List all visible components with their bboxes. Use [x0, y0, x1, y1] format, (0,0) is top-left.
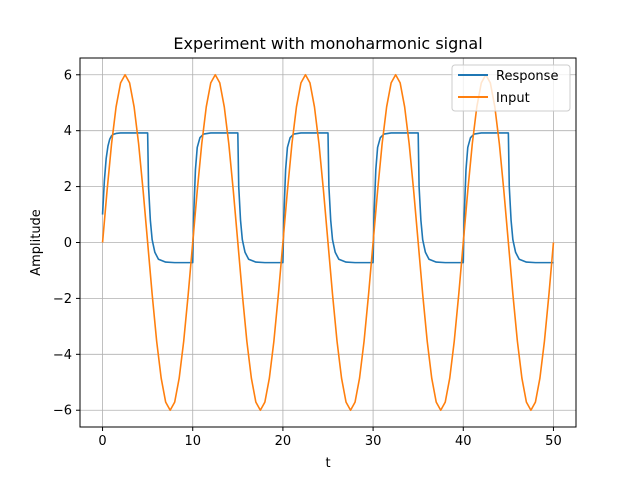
x-tick-label: 40	[455, 434, 472, 449]
y-axis-label: Amplitude	[29, 209, 44, 276]
y-tick-label: −4	[53, 348, 72, 363]
x-tick-label: 20	[275, 434, 292, 449]
x-tick-label: 50	[545, 434, 562, 449]
ticks: 0 10 20 30 40 50 −6 −4 −2 0 2 4 6	[53, 68, 562, 449]
x-tick-label: 30	[365, 434, 382, 449]
x-axis-label: t	[325, 456, 330, 471]
y-tick-label: −2	[53, 292, 72, 307]
x-tick-label: 0	[98, 434, 106, 449]
y-tick-label: −6	[53, 404, 72, 419]
y-tick-label: 0	[64, 236, 72, 251]
series-line-response	[101, 132, 554, 264]
y-tick-label: 2	[64, 180, 72, 195]
legend: Response Input	[451, 64, 571, 112]
legend-label-response: Response	[496, 69, 558, 84]
y-tick-label: 6	[64, 68, 72, 83]
chart-title: Experiment with monoharmonic signal	[173, 34, 482, 53]
legend-box	[451, 64, 571, 112]
x-tick-label: 10	[184, 434, 201, 449]
y-tick-label: 4	[64, 124, 72, 139]
legend-label-input: Input	[496, 91, 530, 106]
